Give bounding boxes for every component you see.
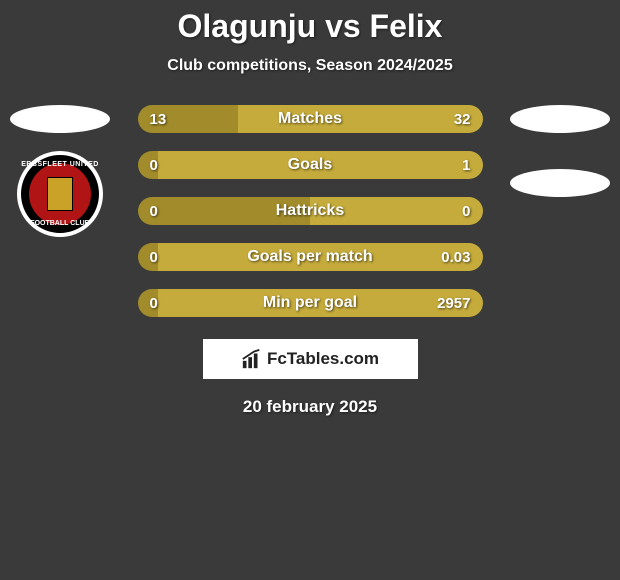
page-title: Olagunju vs Felix <box>0 0 620 45</box>
club-crest-placeholder <box>510 169 610 197</box>
date-text: 20 february 2025 <box>0 397 620 417</box>
stat-bar: 00.03Goals per match <box>138 243 483 271</box>
stat-label: Goals <box>138 151 483 179</box>
crest-inner <box>29 163 91 225</box>
stat-label: Min per goal <box>138 289 483 317</box>
right-player-column <box>500 105 620 215</box>
crest-text-top: EBBSFLEET UNITED <box>21 161 99 168</box>
stat-bar: 01Goals <box>138 151 483 179</box>
crest-flag-icon <box>47 177 73 211</box>
stat-bar: 00Hattricks <box>138 197 483 225</box>
stat-label: Hattricks <box>138 197 483 225</box>
brand-box[interactable]: FcTables.com <box>203 339 418 379</box>
stat-bars: 1332Matches 01Goals 00Hattricks 00.03Goals … <box>138 105 483 317</box>
stat-bar: 02957Min per goal <box>138 289 483 317</box>
player-avatar-placeholder <box>510 105 610 133</box>
left-player-column: EBBSFLEET UNITED FOOTBALL CLUB <box>0 105 120 237</box>
brand-text: FcTables.com <box>267 349 379 369</box>
page-subtitle: Club competitions, Season 2024/2025 <box>0 57 620 75</box>
stat-bar: 1332Matches <box>138 105 483 133</box>
club-crest: EBBSFLEET UNITED FOOTBALL CLUB <box>17 151 103 237</box>
comparison-content: EBBSFLEET UNITED FOOTBALL CLUB 1332Match… <box>0 105 620 317</box>
player-avatar-placeholder <box>10 105 110 133</box>
stat-label: Goals per match <box>138 243 483 271</box>
crest-text-bottom: FOOTBALL CLUB <box>21 220 99 227</box>
chart-icon <box>241 348 263 370</box>
stat-label: Matches <box>138 105 483 133</box>
